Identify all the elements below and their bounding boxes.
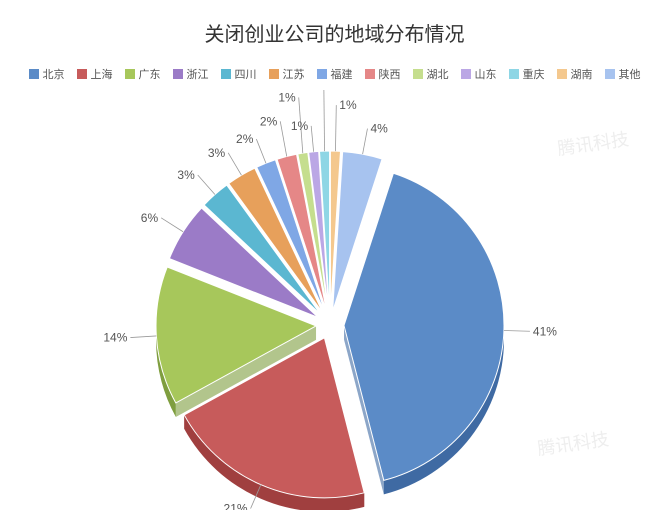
slice-label: 14% <box>103 331 127 345</box>
pie-slice <box>344 173 504 480</box>
slice-label: 2% <box>260 114 278 128</box>
chart-title: 关闭创业公司的地域分布情况 <box>0 18 669 47</box>
legend-swatch <box>605 69 615 79</box>
legend-swatch <box>557 69 567 79</box>
legend-item: 陕西 <box>365 66 401 82</box>
label-leader <box>198 175 215 195</box>
legend-label: 陕西 <box>379 69 401 81</box>
legend-label: 浙江 <box>187 69 209 81</box>
legend-swatch <box>125 69 135 79</box>
label-leader <box>161 218 183 232</box>
legend-swatch <box>173 69 183 79</box>
legend-item: 福建 <box>317 66 353 82</box>
legend-item: 湖南 <box>557 66 593 82</box>
legend: 北京 上海 广东 浙江 四川 江苏 福建 陕西 湖北 山东 重庆 湖南 其他 <box>0 66 669 82</box>
legend-swatch <box>413 69 423 79</box>
legend-swatch <box>29 69 39 79</box>
legend-label: 上海 <box>91 69 113 81</box>
legend-label: 重庆 <box>523 69 545 81</box>
legend-label: 四川 <box>235 69 257 81</box>
slice-label: 21% <box>224 502 248 510</box>
legend-label: 福建 <box>331 69 353 81</box>
label-leader <box>363 129 368 155</box>
slice-label: 3% <box>208 146 226 160</box>
legend-label: 其他 <box>619 69 641 81</box>
slice-label: 41% <box>533 324 557 338</box>
slice-label: 4% <box>370 122 388 136</box>
label-leader <box>256 139 266 163</box>
legend-item: 北京 <box>29 66 65 82</box>
slice-label: 2% <box>236 132 254 146</box>
chart-container: 关闭创业公司的地域分布情况 北京 上海 广东 浙江 四川 江苏 福建 陕西 湖北 山东 重庆 湖南 其他… <box>0 0 669 516</box>
slice-label: 1% <box>278 90 296 104</box>
legend-swatch <box>365 69 375 79</box>
legend-label: 江苏 <box>283 69 305 81</box>
legend-swatch <box>269 69 279 79</box>
label-leader <box>335 105 336 151</box>
slice-label: 6% <box>141 211 159 225</box>
label-leader <box>324 90 325 151</box>
legend-item: 上海 <box>77 66 113 82</box>
label-leader <box>228 153 241 175</box>
slice-label: 3% <box>177 168 195 182</box>
legend-item: 四川 <box>221 66 257 82</box>
legend-item: 广东 <box>125 66 161 82</box>
legend-item: 其他 <box>605 66 641 82</box>
legend-swatch <box>221 69 231 79</box>
legend-swatch <box>461 69 471 79</box>
slice-label: 1% <box>291 119 309 133</box>
label-leader <box>130 336 156 338</box>
label-leader <box>311 126 313 152</box>
label-leader <box>504 330 530 331</box>
legend-swatch <box>317 69 327 79</box>
legend-item: 浙江 <box>173 66 209 82</box>
legend-label: 山东 <box>475 69 497 81</box>
legend-item: 山东 <box>461 66 497 82</box>
label-leader <box>280 121 286 156</box>
legend-label: 北京 <box>43 69 65 81</box>
legend-item: 重庆 <box>509 66 545 82</box>
legend-label: 广东 <box>139 69 161 81</box>
pie-chart: 41%21%14%6%3%3%2%2%1%1%1%1%4% <box>0 90 669 510</box>
legend-item: 江苏 <box>269 66 305 82</box>
legend-label: 湖南 <box>571 69 593 81</box>
legend-swatch <box>509 69 519 79</box>
legend-swatch <box>77 69 87 79</box>
legend-label: 湖北 <box>427 69 449 81</box>
legend-item: 湖北 <box>413 66 449 82</box>
slice-label: 1% <box>339 98 357 112</box>
